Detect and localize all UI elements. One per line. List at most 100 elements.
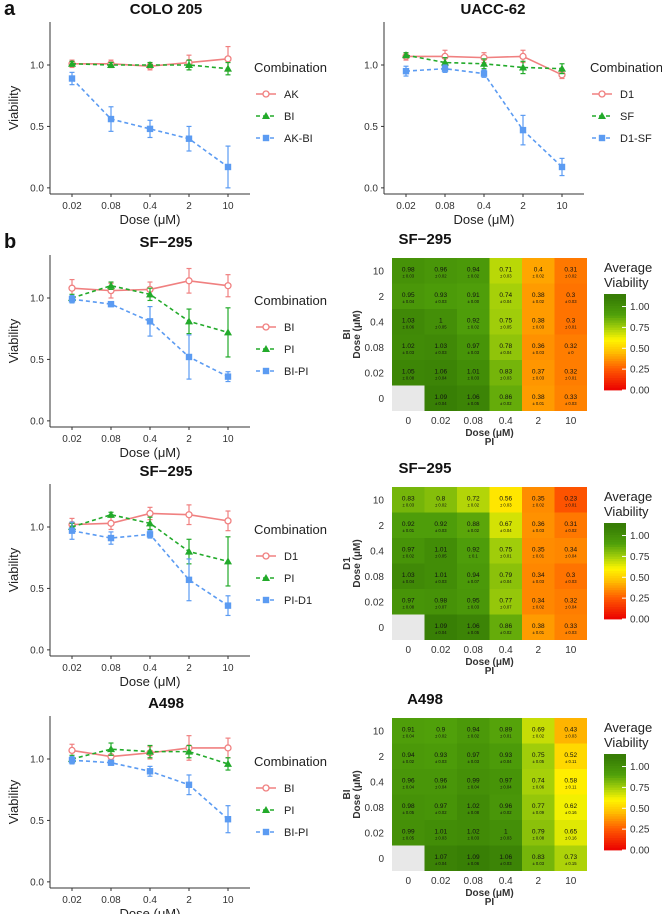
- legend-color-step: [604, 580, 626, 584]
- legend-color-step: [604, 313, 626, 316]
- legend-title-line1: Average: [604, 489, 652, 504]
- legend-color-step: [604, 330, 626, 333]
- heatmap-cell: [522, 769, 555, 795]
- legend-color-step: [604, 838, 626, 841]
- heatmap-cell-value: 0.92: [467, 546, 480, 553]
- legend-color-step: [604, 298, 626, 302]
- heatmap-cell-value: 0.79: [499, 572, 512, 579]
- data-point: [224, 517, 232, 525]
- heatmap-cell: [489, 743, 522, 769]
- heatmap-cell: [392, 538, 425, 564]
- series-PI: [68, 510, 232, 587]
- heatmap-cell-sd: ± 0.05: [402, 835, 414, 840]
- heatmap-cell: [489, 309, 522, 335]
- heatmap-cell: [457, 258, 490, 284]
- legend-color-step: [604, 770, 626, 774]
- heatmap-cell-value: 0.3: [566, 317, 575, 324]
- heatmap-cell-value: 1.03: [434, 343, 447, 350]
- y-tick-label: 0.02: [365, 828, 385, 839]
- y-tick-label: 0.0: [30, 645, 44, 656]
- legend-color-step: [604, 611, 626, 615]
- heatmap-cell-sd: ± 0.04: [500, 528, 512, 533]
- heatmap-cell-sd: ± 0.02: [435, 273, 447, 278]
- legend-color-step: [604, 535, 626, 538]
- legend-color-step: [604, 790, 626, 793]
- heatmap-cell-value: 1.01: [434, 828, 447, 835]
- legend-marker: [262, 552, 270, 560]
- y-tick-label: 0: [378, 623, 384, 634]
- data-point: [519, 126, 527, 134]
- y-tick-label: 10: [373, 495, 385, 506]
- heatmap-cell-value: 1.06: [499, 854, 512, 861]
- data-point: [224, 328, 232, 336]
- legend-color-step: [604, 818, 626, 822]
- heatmap-cell-value: 0.94: [467, 726, 480, 733]
- y-tick-label: 0.4: [370, 317, 384, 328]
- x-tick-label: 10: [222, 434, 234, 445]
- legend-label: BI: [284, 783, 294, 795]
- data-point: [68, 284, 76, 292]
- heatmap-cell-value: 0.83: [532, 854, 545, 861]
- legend-color-step: [604, 840, 626, 844]
- heatmap-cell-value: 0.92: [467, 317, 480, 324]
- heatmap-cell-sd: ± 0.01: [565, 502, 577, 507]
- legend-label: BI: [284, 111, 294, 123]
- legend-title-line1: Average: [604, 720, 652, 735]
- legend-color-step: [604, 368, 626, 372]
- legend-color-step: [604, 387, 626, 391]
- data-point: [107, 759, 115, 766]
- legend-color-step: [604, 833, 626, 836]
- series-BI: [68, 59, 232, 76]
- legend-color-step: [604, 811, 626, 815]
- x-tick-label: 0.08: [101, 434, 121, 445]
- data-point: [185, 61, 193, 68]
- y-tick-label: 1.0: [30, 755, 44, 766]
- heatmap-cell-sd: ± 0.02: [467, 528, 479, 533]
- heatmap-cell: [554, 334, 587, 360]
- heatmap-cell: [424, 334, 457, 360]
- x-tick-label: 0.02: [396, 201, 416, 212]
- y-axis-title: Viability: [6, 779, 21, 824]
- legend-color-step: [604, 527, 626, 531]
- x-axis-drug: PI: [485, 666, 495, 677]
- x-tick-label: 10: [565, 645, 577, 656]
- data-point: [224, 557, 232, 565]
- line-chart-4: SF−295 0.0 0.5 1.0 0.02 0.08 0.4 2 10 Dose (μM) Vi…: [6, 463, 327, 689]
- heatmap-cell-value: 0.36: [532, 521, 545, 528]
- x-tick-label: 0.4: [499, 645, 513, 656]
- heatmap-cell-sd: ± 0.03: [500, 861, 512, 866]
- legend-color-step: [604, 375, 626, 379]
- heatmap-cell: [489, 334, 522, 360]
- heatmap-cell: [489, 614, 522, 640]
- x-tick-label: 0.08: [101, 895, 121, 906]
- heatmap-cell: [457, 334, 490, 360]
- heatmap-cell-sd: ± 0.02: [532, 733, 544, 738]
- legend-color-step: [604, 768, 626, 772]
- data-point: [146, 509, 154, 518]
- heatmap-cell-sd: ± 0.16: [565, 835, 577, 840]
- y-tick-label: 0.4: [370, 546, 384, 557]
- heatmap-cell: [522, 385, 555, 411]
- data-point: [146, 519, 154, 527]
- legend-color-step: [604, 816, 626, 820]
- x-tick-label: 0: [405, 876, 411, 887]
- legend-tick-label: 0.25: [630, 825, 650, 836]
- heatmap-cell-sd: ± 0.06: [402, 324, 414, 329]
- heatmap-cell-sd: ± 0.15: [565, 861, 577, 866]
- heatmap-cell: [457, 845, 490, 871]
- y-tick-label: 0.4: [370, 777, 384, 788]
- heatmap-cell-value: 0.94: [467, 572, 480, 579]
- heatmap-cell-value: 0.93: [499, 752, 512, 759]
- x-tick-label: 2: [535, 645, 541, 656]
- heatmap-cell: [522, 334, 555, 360]
- heatmap-cell-sd: ± 0.04: [500, 579, 512, 584]
- heatmap-cell-sd: ± 0.03: [435, 528, 447, 533]
- heatmap-cell: [522, 360, 555, 386]
- data-point: [224, 744, 232, 752]
- heatmap-cell-value: 1.06: [467, 623, 480, 630]
- heatmap-cell-sd: ± 0.04: [435, 861, 447, 866]
- heatmap-cell-sd: ± 0.05: [435, 324, 447, 329]
- legend-tick-label: 0.25: [630, 365, 650, 376]
- heatmap-cell-sd: ± 0.04: [500, 759, 512, 764]
